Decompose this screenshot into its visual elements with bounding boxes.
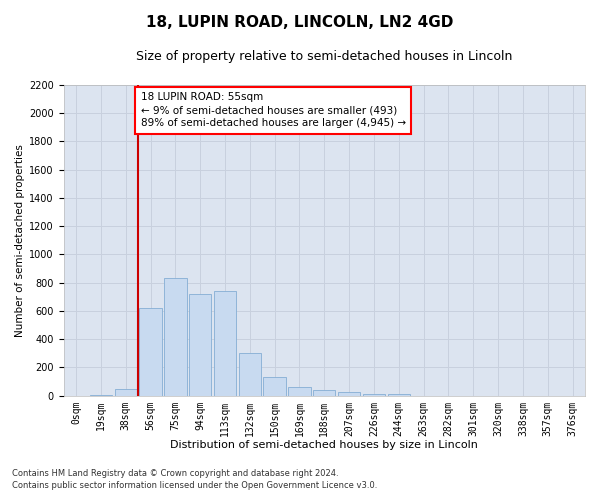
Bar (313, 390, 335, 396)
Text: Contains HM Land Registry data © Crown copyright and database right 2024.
Contai: Contains HM Land Registry data © Crown c… (12, 469, 377, 490)
Bar (289, 387, 311, 396)
Text: 18 LUPIN ROAD: 55sqm
← 9% of semi-detached houses are smaller (493)
89% of semi-: 18 LUPIN ROAD: 55sqm ← 9% of semi-detach… (140, 92, 406, 128)
Bar (263, 378, 286, 396)
Bar (388, 394, 410, 396)
X-axis label: Distribution of semi-detached houses by size in Lincoln: Distribution of semi-detached houses by … (170, 440, 478, 450)
Text: 18, LUPIN ROAD, LINCOLN, LN2 4GD: 18, LUPIN ROAD, LINCOLN, LN2 4GD (146, 15, 454, 30)
Bar (189, 294, 211, 396)
Y-axis label: Number of semi-detached properties: Number of semi-detached properties (15, 144, 25, 337)
Bar (363, 394, 385, 396)
Bar (115, 388, 137, 396)
Bar (214, 291, 236, 396)
Bar (139, 308, 162, 396)
Bar (164, 278, 187, 396)
Bar (239, 354, 261, 396)
Title: Size of property relative to semi-detached houses in Lincoln: Size of property relative to semi-detach… (136, 50, 512, 63)
Bar (338, 392, 361, 396)
Bar (90, 395, 112, 396)
